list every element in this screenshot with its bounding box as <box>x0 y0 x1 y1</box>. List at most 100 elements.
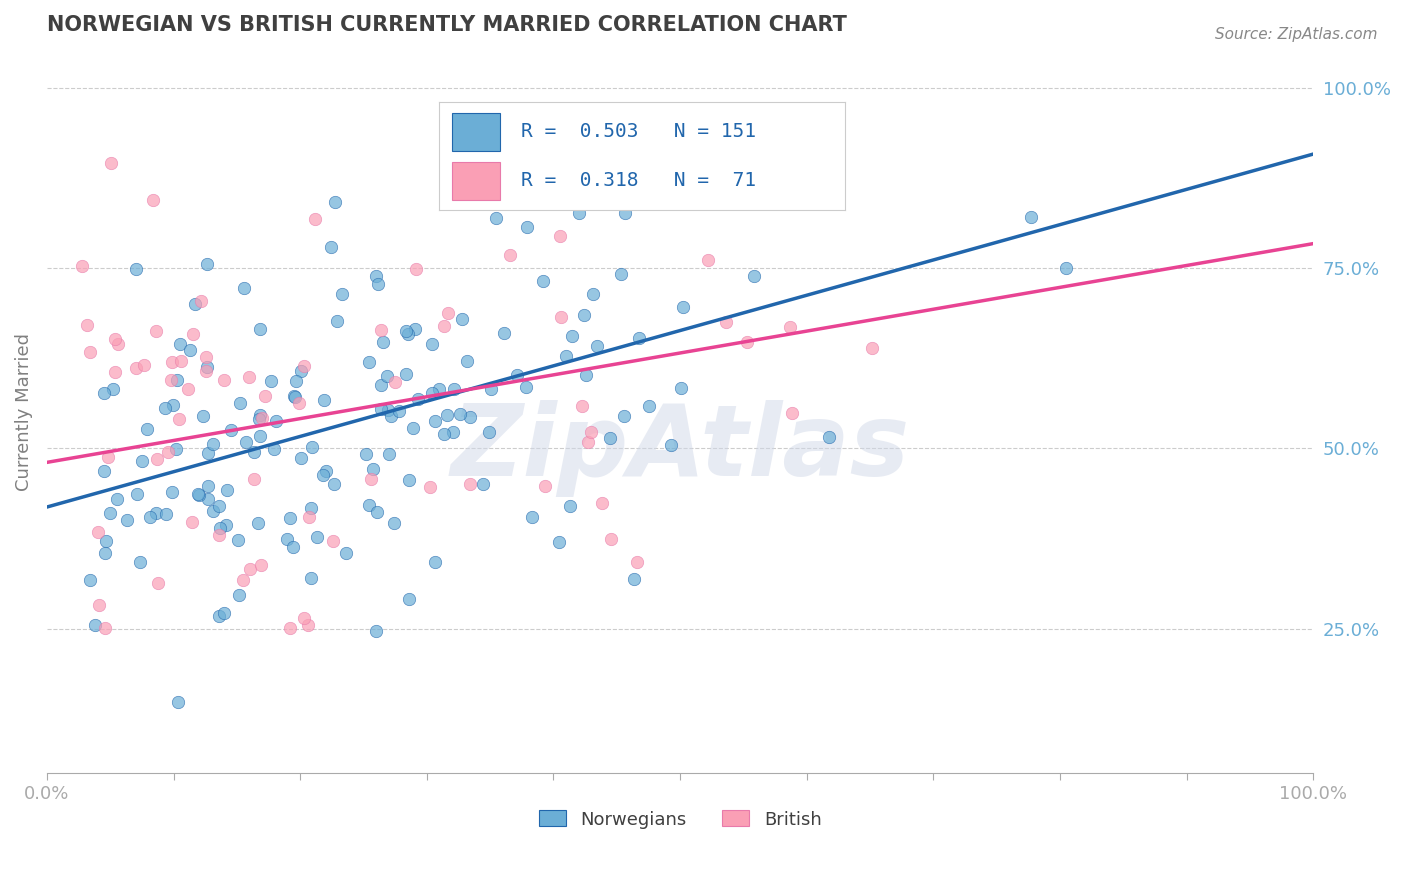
British <box>298 510 321 524</box>
Norwegians <box>94 533 117 548</box>
British <box>100 156 122 170</box>
Norwegians <box>558 499 581 513</box>
Norwegians <box>184 297 207 311</box>
Norwegians <box>165 442 187 457</box>
British <box>76 318 98 333</box>
British <box>419 480 441 494</box>
British <box>160 355 183 369</box>
Norwegians <box>516 219 538 234</box>
Norwegians <box>398 592 420 607</box>
Norwegians <box>166 373 188 387</box>
British <box>578 435 600 450</box>
Norwegians <box>423 414 446 428</box>
Norwegians <box>375 369 398 384</box>
Norwegians <box>361 462 384 476</box>
British <box>194 350 217 364</box>
Norwegians <box>371 334 394 349</box>
Norwegians <box>201 436 224 450</box>
Norwegians <box>456 353 478 368</box>
British <box>242 472 264 486</box>
Norwegians <box>249 409 271 423</box>
Norwegians <box>195 359 218 374</box>
Norwegians <box>249 322 271 336</box>
British <box>180 515 202 529</box>
Legend: Norwegians, British: Norwegians, British <box>531 803 830 836</box>
British <box>212 373 235 387</box>
Norwegians <box>628 331 651 345</box>
British <box>534 479 557 493</box>
Norwegians <box>139 510 162 524</box>
Norwegians <box>314 393 336 408</box>
Norwegians <box>98 506 121 520</box>
Norwegians <box>818 430 841 444</box>
Norwegians <box>215 483 238 498</box>
British <box>253 388 276 402</box>
British <box>322 534 344 549</box>
Norwegians <box>249 429 271 443</box>
Norwegians <box>145 506 167 520</box>
Norwegians <box>436 408 458 422</box>
Norwegians <box>283 540 305 554</box>
Norwegians <box>195 257 218 271</box>
British <box>433 319 456 334</box>
Norwegians <box>613 409 636 423</box>
Norwegians <box>479 382 502 396</box>
British <box>208 527 231 541</box>
Norwegians <box>515 380 537 394</box>
Norwegians <box>380 409 402 423</box>
British <box>304 211 326 226</box>
Norwegians <box>187 487 209 501</box>
Norwegians <box>264 414 287 428</box>
Norwegians <box>478 425 501 439</box>
British <box>297 618 319 632</box>
Norwegians <box>101 382 124 396</box>
Norwegians <box>284 374 307 388</box>
Norwegians <box>471 476 494 491</box>
Norwegians <box>235 435 257 450</box>
Norwegians <box>394 367 416 381</box>
Norwegians <box>547 535 569 549</box>
Norwegians <box>354 447 377 461</box>
Norwegians <box>226 533 249 547</box>
Norwegians <box>1054 260 1077 275</box>
Norwegians <box>449 408 471 422</box>
Norwegians <box>131 454 153 468</box>
Norwegians <box>209 521 232 535</box>
British <box>79 345 101 359</box>
Norwegians <box>299 571 322 585</box>
Norwegians <box>105 491 128 506</box>
British <box>89 598 111 612</box>
British <box>860 341 883 355</box>
Norwegians <box>585 339 607 353</box>
Norwegians <box>299 501 322 516</box>
Norwegians <box>460 410 482 425</box>
Norwegians <box>803 185 825 199</box>
Norwegians <box>610 267 633 281</box>
Norwegians <box>1019 210 1042 224</box>
Norwegians <box>364 624 387 638</box>
Norwegians <box>402 421 425 435</box>
Norwegians <box>742 268 765 283</box>
Norwegians <box>520 510 543 524</box>
Norwegians <box>290 363 312 377</box>
Norwegians <box>188 488 211 502</box>
Norwegians <box>443 382 465 396</box>
British <box>370 323 392 337</box>
Norwegians <box>276 532 298 546</box>
British <box>571 399 593 413</box>
British <box>146 576 169 591</box>
British <box>292 359 315 373</box>
British <box>232 573 254 587</box>
Norwegians <box>197 446 219 460</box>
Norwegians <box>335 545 357 559</box>
Text: Source: ZipAtlas.com: Source: ZipAtlas.com <box>1215 27 1378 42</box>
British <box>159 373 181 387</box>
British <box>93 621 115 635</box>
Norwegians <box>305 530 328 544</box>
British <box>145 324 167 338</box>
British <box>104 365 127 379</box>
Norwegians <box>315 464 337 478</box>
British <box>142 193 165 207</box>
Norwegians <box>396 327 419 342</box>
Norwegians <box>301 440 323 454</box>
